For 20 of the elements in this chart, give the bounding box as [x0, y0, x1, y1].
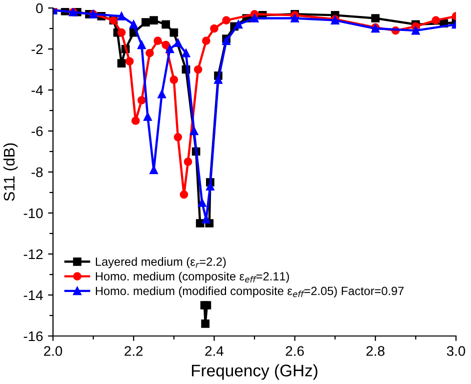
y-tick-label: -8 [32, 167, 43, 178]
y-axis-title: S11 (dB) [3, 143, 18, 201]
y-tick-label: -2 [32, 44, 43, 54]
y-tick-label: -14 [24, 290, 43, 300]
legend-label: Homo. medium (composite ε$_{eff}$=2.11) [96, 272, 289, 283]
x-tick-label: 2.2 [124, 346, 143, 356]
y-tick-label: -16 [24, 331, 43, 342]
legend-label: Homo. medium (modified composite ε$_{eff}$=2.05) Factor=0.97 [96, 286, 404, 298]
y-tick-label: -10 [24, 208, 43, 218]
x-tick-label: 2.0 [44, 346, 62, 356]
x-tick-label: 2.8 [366, 346, 384, 356]
legend-label: Layered medium (ε$_{r}$=2.2) [96, 257, 226, 268]
y-tick-label: 0 [36, 3, 43, 14]
x-tick-label: 2.6 [286, 346, 304, 356]
y-tick-label: -12 [24, 249, 43, 260]
y-tick-label: -4 [32, 85, 43, 96]
y-tick-label: -6 [32, 126, 43, 136]
x-axis-title: Frequency (GHz) [192, 364, 318, 380]
x-tick-label: 2.4 [205, 346, 224, 356]
x-tick-label: 3.0 [446, 346, 466, 356]
